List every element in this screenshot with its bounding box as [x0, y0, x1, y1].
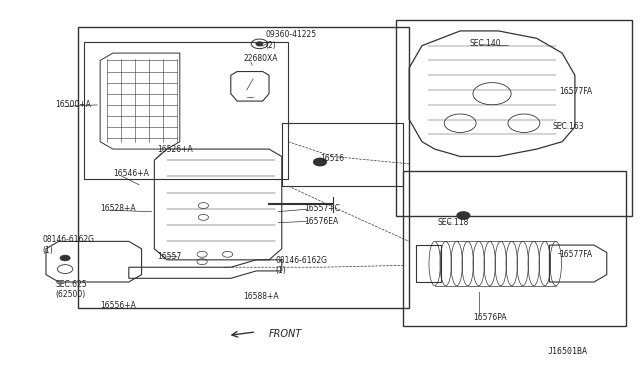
Text: 09360-41225
(2): 09360-41225 (2) — [266, 31, 317, 50]
Text: 16557: 16557 — [157, 251, 182, 261]
Text: 16516: 16516 — [320, 154, 344, 163]
Text: 16526+A: 16526+A — [157, 145, 193, 154]
Circle shape — [314, 158, 326, 166]
Text: J16501BA: J16501BA — [548, 347, 588, 356]
Text: 08146-6162G
(1): 08146-6162G (1) — [275, 256, 328, 275]
Text: 16556+A: 16556+A — [100, 301, 136, 311]
Bar — [84, 42, 288, 179]
Text: FRONT: FRONT — [269, 329, 302, 339]
Text: 16528+A: 16528+A — [100, 203, 136, 213]
Circle shape — [457, 212, 470, 219]
Text: 22680XA: 22680XA — [244, 54, 278, 63]
Text: SEC.163: SEC.163 — [552, 122, 584, 131]
Circle shape — [60, 255, 70, 261]
Bar — [78, 27, 409, 308]
Text: 16577FA: 16577FA — [559, 250, 592, 259]
Text: SEC.118: SEC.118 — [438, 218, 469, 227]
Bar — [282, 123, 403, 186]
Circle shape — [256, 42, 262, 46]
Bar — [396, 20, 632, 215]
Text: 16576PA: 16576PA — [473, 312, 506, 321]
Text: 16557+C: 16557+C — [304, 203, 340, 213]
Text: 16546+A: 16546+A — [113, 169, 148, 177]
Text: 16576EA: 16576EA — [304, 217, 339, 225]
Text: 16588+A: 16588+A — [244, 292, 279, 301]
Bar — [403, 171, 626, 326]
Text: 16500+A: 16500+A — [56, 100, 92, 109]
Text: 08146-6162G
(1): 08146-6162G (1) — [43, 235, 95, 255]
Text: SEC.625
(62500): SEC.625 (62500) — [56, 280, 87, 299]
Text: 16577FA: 16577FA — [559, 87, 592, 96]
Text: SEC.140: SEC.140 — [470, 39, 501, 48]
